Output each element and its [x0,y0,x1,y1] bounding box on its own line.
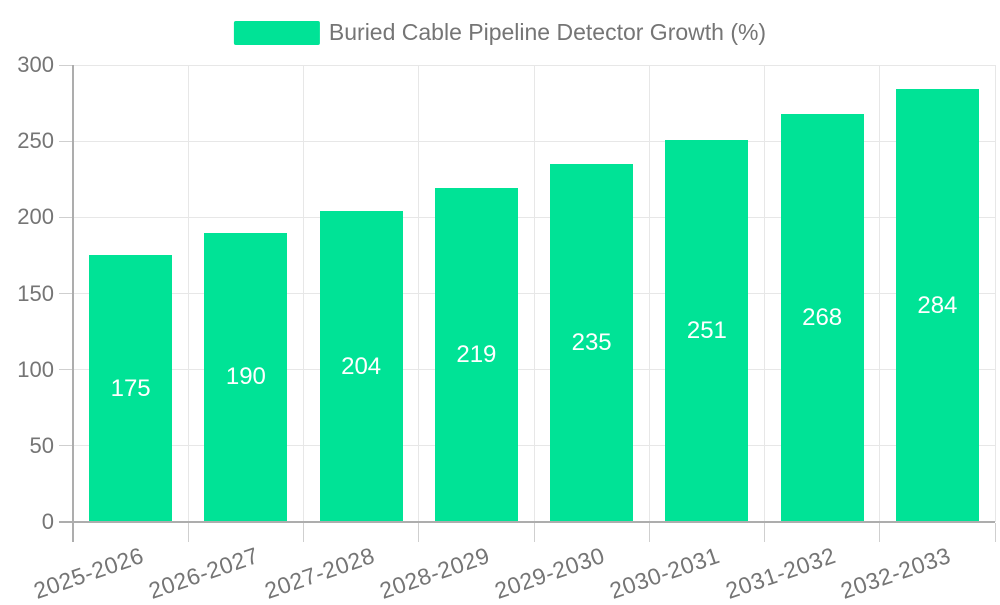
bar-value-label: 204 [341,352,382,380]
x-axis-tick [648,523,650,542]
y-axis-label: 150 [17,280,54,306]
y-axis-line [72,65,74,542]
y-axis-label: 200 [17,204,54,230]
bar[interactable]: 175 [89,255,173,522]
y-axis-tick [59,64,73,66]
legend-label: Buried Cable Pipeline Detector Growth (%… [328,19,767,45]
gridline-vertical [764,65,765,522]
x-axis-tick [879,523,881,542]
y-axis-label: 250 [17,128,54,154]
bar-value-label: 175 [110,374,151,402]
bar[interactable]: 204 [319,211,403,522]
y-axis-tick [59,445,73,447]
gridline-vertical [303,65,304,522]
x-axis-label: 2026-2027 [145,542,263,604]
bar-value-label: 235 [571,329,612,356]
x-axis-line [59,521,995,523]
bar[interactable]: 268 [780,113,864,522]
x-axis-label: 2030-2031 [606,542,724,604]
x-axis-tick [303,523,304,542]
bar[interactable]: 235 [550,164,634,522]
gridline-vertical [418,65,420,522]
bar[interactable]: 284 [895,89,979,522]
y-axis-label: 300 [17,52,54,77]
bar-value-label: 251 [686,316,727,344]
x-axis-label: 2028-2029 [376,542,493,604]
bar[interactable]: 251 [665,139,749,522]
bar[interactable]: 219 [434,188,518,522]
gridline-vertical [533,65,535,522]
x-axis-label: 2031-2032 [721,542,839,604]
bar[interactable]: 190 [204,232,288,522]
y-axis-tick [59,293,73,294]
x-axis-label: 2025-2026 [30,542,148,604]
y-axis-tick [59,140,73,142]
bar-value-label: 284 [917,291,958,319]
bar-value-label: 219 [456,341,497,369]
x-axis-tick [187,523,189,542]
y-axis-label: 50 [29,432,54,458]
x-axis-tick [764,523,765,542]
bar-value-label: 190 [225,363,266,391]
y-axis-label: 0 [41,509,54,534]
x-axis-tick [994,523,996,542]
legend-swatch-icon [233,20,320,45]
x-axis-tick [533,523,535,542]
x-axis-label: 2029-2030 [491,542,609,604]
gridline-vertical [994,65,996,522]
legend-item[interactable]: Buried Cable Pipeline Detector Growth (%… [233,19,767,46]
x-axis-label: 2027-2028 [260,542,378,604]
y-axis-tick [59,369,73,371]
y-axis-label: 100 [17,356,54,382]
y-axis-tick [59,216,73,218]
x-axis-label: 2032-2033 [837,542,954,604]
x-axis-tick [418,523,420,542]
bar-value-label: 268 [802,303,843,331]
gridline-vertical [648,65,650,522]
gridline-vertical [879,65,881,522]
gridline-vertical [187,65,189,522]
